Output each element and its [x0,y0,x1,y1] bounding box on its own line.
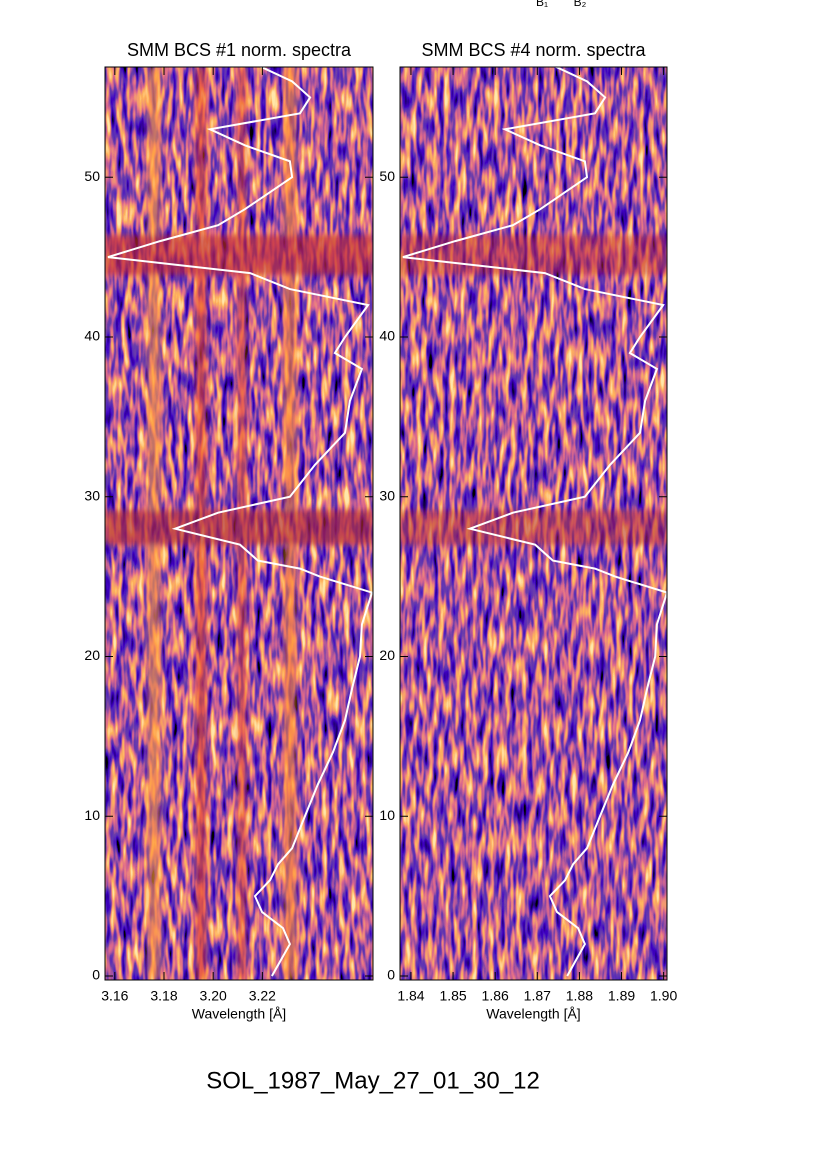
y-tick-label: 10 [84,807,100,823]
x-tick-label: 1.88 [566,988,593,1004]
heatmap-1 [105,67,373,980]
y-tick-label: 30 [84,487,100,503]
plot-frame [104,66,374,981]
y-tick-label: 30 [379,487,395,503]
y-tick-label: 40 [84,328,100,344]
y-tick-label: 50 [84,168,100,184]
x-axis-label: Wavelength [Å] [192,1006,286,1022]
x-tick-label: 1.89 [608,988,635,1004]
y-tick-label: 40 [379,328,395,344]
x-tick-label: 1.84 [397,988,424,1004]
panel-title: SMM BCS #4 norm. spectra [421,40,646,60]
curve [402,67,667,977]
x-tick-label: 1.85 [439,988,466,1004]
y-tick-label: 10 [379,807,395,823]
caption: SOL_1987_May_27_01_30_12 [206,1067,540,1094]
y-tick-label: 20 [379,647,395,663]
x-axis-label: Wavelength [Å] [486,1006,580,1022]
x-tick-label: 1.86 [482,988,509,1004]
curve [107,67,373,977]
plot-frame [399,66,668,981]
x-tick-label: 3.18 [150,988,177,1004]
x-tick-label: 1.87 [524,988,551,1004]
y-tick-label: 0 [387,967,395,983]
y-tick-label: 0 [92,967,100,983]
heatmap-2 [400,67,667,980]
x-tick-label: 1.90 [650,988,677,1004]
top-label: B₁ [536,0,548,9]
panel-title: SMM BCS #1 norm. spectra [127,40,352,60]
top-label: B₂ [574,0,587,9]
x-tick-label: 3.16 [101,988,128,1004]
x-tick-label: 3.20 [200,988,227,1004]
y-tick-label: 50 [379,168,395,184]
x-tick-label: 3.22 [249,988,276,1004]
y-tick-label: 20 [84,647,100,663]
